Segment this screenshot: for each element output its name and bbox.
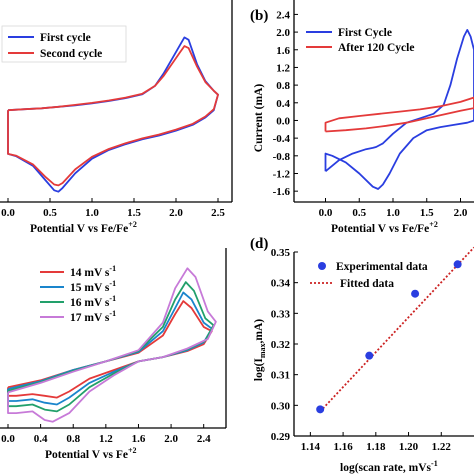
- panel-c-legend-label-2: 15 mV s-1: [70, 279, 116, 294]
- panel-d-tag: (d): [250, 236, 268, 252]
- panel-a-legend-label-1: First cycle: [40, 32, 91, 44]
- panel-a-x-tick-label: 2.0: [169, 207, 183, 219]
- panel-b-x-tick-label: 1.0: [386, 207, 400, 219]
- panel-c-x-tick-label: 0.8: [66, 433, 80, 445]
- panel-b-y-tick-label: -0.4: [273, 133, 291, 145]
- panel-b-series-2-line: [324, 96, 474, 133]
- panel-c-x-tick-label: 2.4: [197, 433, 211, 445]
- panel-d-y-tick-label: 0.33: [271, 308, 291, 320]
- panel-c-legend-label-1: 14 mV s-1: [70, 264, 116, 279]
- panel-c-x-tick-label: 1.6: [132, 433, 146, 445]
- panel-c-legend: 14 mV s-115 mV s-116 mV s-117 mV s-1: [40, 264, 116, 324]
- panel-d-y-tick-label: 0.31: [271, 370, 290, 382]
- panel-c-x-tick-label: 0.4: [34, 433, 48, 445]
- panel-b: (b) 2.4 2.0 1.6 1.2 0.8 0.4 0.0 -0.4 -0.8 -1.2 -1.…: [250, 0, 474, 235]
- panel-b-y-tick-label: 1.6: [276, 45, 290, 57]
- panel-d-y-tick-label: 0.29: [271, 431, 291, 443]
- panel-d-data-point: [453, 260, 462, 269]
- panel-b-y-tick-label: -0.8: [273, 151, 291, 163]
- panel-b-x-tick-label: 2.0: [454, 207, 468, 219]
- panel-c-legend-label-3: 16 mV s-1: [70, 294, 116, 309]
- panel-d-x-tick-label: 1.20: [399, 441, 419, 453]
- panel-a-x-axis-title: Potential V vs Fe/Fe+2: [30, 220, 137, 235]
- panel-b-y-tick-label: 0.0: [276, 115, 290, 127]
- panel-b-legend-label-2: After 120 Cycle: [338, 42, 414, 54]
- panel-b-y-tick-label: -1.6: [273, 186, 291, 198]
- panel-c-x-tick-label: 2.0: [164, 433, 178, 445]
- panel-c-x-tick-label: 0.0: [1, 433, 15, 445]
- panel-b-series-1-line: [324, 29, 474, 190]
- panel-a: 0.0 0.5 1.0 1.5 2.0 2.5 Potential V vs Fe/Fe+…: [0, 0, 233, 235]
- panel-b-x-tick-label: 0.0: [319, 207, 333, 219]
- panel-b-y-tick-label: 2.4: [276, 9, 290, 21]
- panel-d-y-axis-title: log(Imax,mA): [253, 319, 267, 381]
- panel-c-x-axis-title: Potential V vs Fe+2: [45, 446, 137, 461]
- panel-c: 0.0 0.4 0.8 1.2 1.6 2.0 2.4 Potential V vs Fe+…: [0, 248, 227, 461]
- panel-d-y-tick-label: 0.30: [271, 400, 291, 412]
- panel-a-series-2-line: [7, 45, 219, 187]
- panel-a-x-tick-label: 0.0: [1, 207, 15, 219]
- panel-d-x-tick-label: 1.22: [432, 441, 452, 453]
- panel-d-x-tick-label: 1.14: [301, 441, 321, 453]
- panel-c-legend-label-4: 17 mV s-1: [70, 309, 116, 324]
- panel-b-x-tick-label: 0.5: [352, 207, 366, 219]
- panel-d-legend-label-2: Fitted data: [340, 278, 394, 290]
- panel-d-x-axis-title: log(scan rate, mVs-1: [340, 459, 438, 474]
- panel-d-legend-label-1: Experimental data: [336, 261, 428, 273]
- panel-b-y-tick-label: 2.0: [276, 27, 290, 39]
- panel-b-x-axis-title: Potential V vs Fe/Fe+2: [331, 220, 438, 235]
- panel-b-legend-label-1: First Cycle: [338, 27, 392, 39]
- panel-b-y-tick-label: 0.4: [276, 98, 290, 110]
- panel-b-y-axis-title: Current (mA): [253, 84, 265, 153]
- panel-d-y-tick-label: 0.35: [271, 247, 291, 259]
- panel-a-x-tick-label: 2.5: [211, 207, 225, 219]
- panel-a-x-tick-label: 0.5: [43, 207, 57, 219]
- panel-d-y-tick-label: 0.32: [271, 339, 291, 351]
- panel-a-x-tick-label: 1.0: [85, 207, 99, 219]
- panel-d-x-tick-label: 1.16: [333, 441, 353, 453]
- panel-a-legend-label-2: Second cycle: [40, 48, 102, 60]
- panel-b-y-tick-label: 0.8: [276, 80, 290, 92]
- panel-b-y-tick-label: 1.2: [276, 62, 290, 74]
- panel-d-legend-marker-1: [318, 262, 326, 270]
- panel-b-x-tick-label: 1.5: [420, 207, 434, 219]
- panel-c-x-tick-label: 1.2: [99, 433, 113, 445]
- panel-c-series-4-line: [7, 267, 217, 423]
- panel-d-data-point: [316, 405, 325, 414]
- panel-b-y-tick-label: -1.2: [273, 168, 291, 180]
- panel-a-x-tick-label: 1.5: [127, 207, 141, 219]
- panel-a-legend: [1, 25, 127, 63]
- panel-d-data-point: [365, 351, 374, 360]
- panel-d-data-point: [411, 289, 420, 298]
- panel-d-fitted-line: [319, 246, 474, 413]
- panel-d-y-tick-label: 0.34: [271, 278, 291, 290]
- panel-d-x-tick-label: 1.18: [366, 441, 386, 453]
- panel-d: (d) 0.35 0.34 0.33 0.32 0.31 0.30 0.29 1.14 1.1…: [250, 236, 474, 474]
- panel-b-tag: (b): [250, 8, 268, 24]
